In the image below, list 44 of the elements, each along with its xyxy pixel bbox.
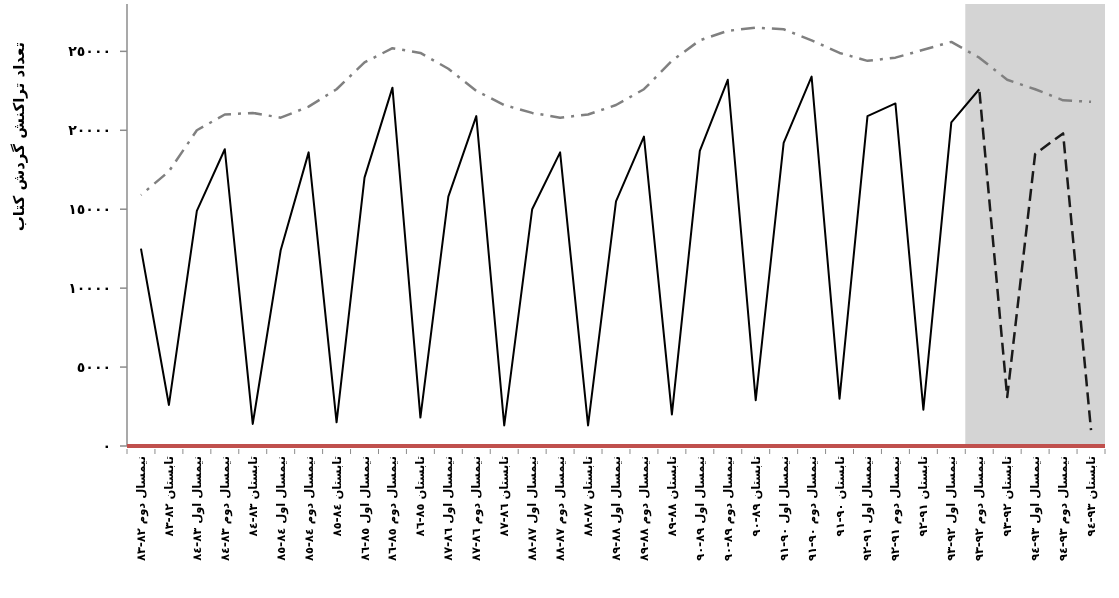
x-tick-label: نیمسال دوم ٨٧-٨٨	[553, 456, 569, 562]
y-tick-label: ١٠٠٠٠	[68, 280, 111, 297]
x-tick-label: نیمسال اول ٨٨-٨٩	[609, 456, 624, 561]
x-tick-label: تابستان ٨٦-٨٧	[497, 456, 512, 537]
x-tick-label: نیمسال دوم ٩٢-٩٣	[972, 456, 988, 562]
x-tick-label: نیمسال اول ٩٣-٩٤	[1028, 456, 1044, 561]
x-tick-label: نیمسال دوم ٩١-٩٢	[888, 456, 904, 562]
x-tick-label: تابستان ٨٩-٩٠	[748, 456, 763, 537]
x-tick-label: تابستان ٩٢-٩٣	[1000, 456, 1015, 537]
x-tick-label: تابستان ٨٥-٨٦	[413, 456, 428, 537]
x-tick-label: تابستان ٨٤-٨٥	[329, 456, 344, 537]
y-tick-label: ٢٥٠٠٠	[68, 43, 111, 60]
x-tick-label: نیمسال دوم ٨٣-٨٤	[217, 456, 233, 562]
x-tick-label: نیمسال اول ٩٢-٩٣	[944, 456, 960, 561]
line-series	[139, 75, 981, 427]
x-tick-label: نیمسال دوم ٨٤-٨٥	[301, 456, 317, 562]
x-tick-label: نیمسال اول ٨٦-٨٧	[441, 456, 457, 561]
y-tick-label: ٥٠٠٠	[76, 359, 111, 376]
x-tick-label: تابستان ٨٧-٨٨	[581, 456, 596, 537]
x-tick-label: تابستان ٨٨-٨٩	[664, 456, 679, 537]
y-tick-label: ٠	[102, 438, 111, 454]
x-tick-label: تابستان ٩٠-٩١	[832, 456, 847, 537]
x-tick-label: نیمسال اول ٨٣-٨٤	[189, 456, 205, 561]
x-tick-label: نیمسال دوم ٨٢-٨٣	[133, 456, 149, 562]
x-tick-label: تابستان ٨٣-٨٤	[245, 456, 260, 537]
x-tick-label: تابستان ٩١-٩٢	[916, 456, 931, 537]
y-tick-label: ٢٠٠٠٠	[68, 122, 111, 139]
line-series	[139, 26, 1093, 197]
x-tick-label: نیمسال اول ٨٥-٨٦	[357, 456, 373, 561]
x-tick-label: نیمسال اول ٩٠-٩١	[776, 456, 792, 561]
y-axis-title: تعداد تراکنش گردش کتاب	[10, 41, 28, 232]
x-tick-label: نیمسال اول ٨٧-٨٨	[525, 456, 541, 561]
x-tick-label: نیمسال دوم ٩٠-٩١	[804, 456, 820, 562]
x-tick-label: نیمسال اول ٩١-٩٢	[860, 456, 876, 561]
x-tick-label: نیمسال دوم ٨٥-٨٦	[385, 456, 401, 562]
x-tick-label: نیمسال دوم ٨٨-٨٩	[636, 456, 652, 562]
x-tick-label: نیمسال دوم ٩٣-٩٤	[1056, 456, 1072, 562]
y-tick-label: ١٥٠٠٠	[68, 201, 111, 218]
x-tick-label: نیمسال اول ٨٤-٨٥	[273, 456, 289, 561]
x-tick-label: تابستان ٩٣-٩٤	[1084, 456, 1099, 537]
x-tick-label: نیمسال اول ٨٩-٩٠	[692, 456, 708, 561]
x-tick-label: نیمسال دوم ٨٩-٩٠	[720, 456, 736, 562]
x-tick-label: نیمسال دوم ٨٦-٨٧	[469, 456, 485, 562]
x-tick-label: تابستان ٨٢-٨٣	[161, 456, 176, 537]
